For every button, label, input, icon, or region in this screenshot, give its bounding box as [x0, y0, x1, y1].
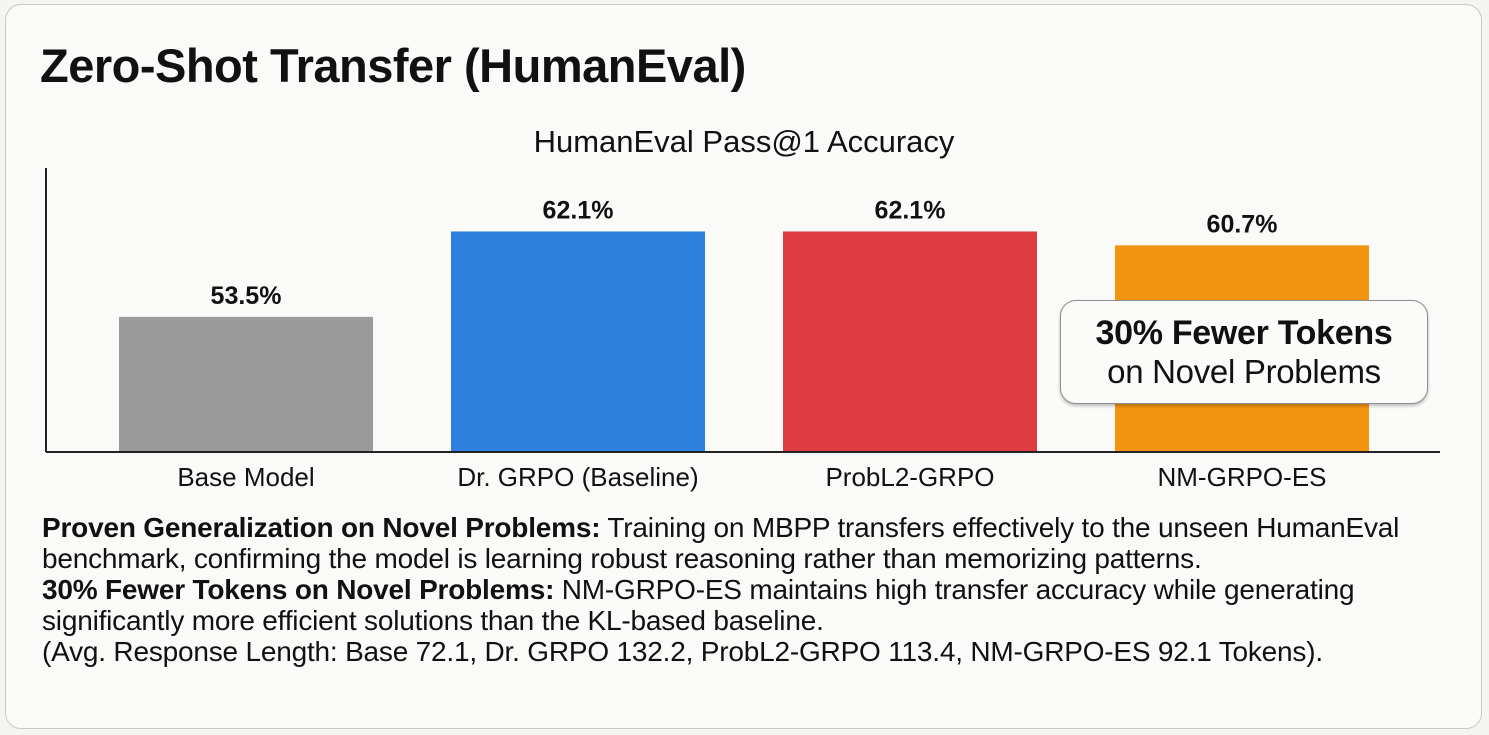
chart-title: HumanEval Pass@1 Accuracy: [534, 124, 955, 159]
bar-2: [451, 231, 705, 451]
bar-chart: HumanEval Pass@1 Accuracy 53.5% Base Mode…: [45, 124, 1440, 492]
token-savings-callout: 30% Fewer Tokens on Novel Problems: [1060, 300, 1428, 404]
note-generalization-heading: Proven Generalization on Novel Problems:: [42, 512, 601, 543]
note-token-efficiency-body: NM-GRPO-ES maintains high transfer accur…: [42, 574, 1355, 636]
x-tick-label-2: Dr. GRPO (Baseline): [457, 462, 698, 492]
note-token-efficiency-heading: 30% Fewer Tokens on Novel Problems:: [42, 574, 555, 605]
bar-3: [783, 231, 1037, 451]
data-label-3: 62.1%: [875, 196, 946, 224]
callout-headline: 30% Fewer Tokens: [1095, 314, 1393, 352]
callout-subline: on Novel Problems: [1107, 353, 1381, 390]
findings-notes: Proven Generalization on Novel Problems:…: [42, 512, 1462, 667]
data-label-2: 62.1%: [543, 196, 614, 224]
x-tick-label-4: NM-GRPO-ES: [1158, 462, 1327, 492]
note-token-efficiency: 30% Fewer Tokens on Novel Problems: NM-G…: [42, 574, 1462, 636]
note-response-length: (Avg. Response Length: Base 72.1, Dr. GR…: [42, 636, 1323, 667]
x-tick-label-3: ProbL2-GRPO: [825, 462, 994, 492]
data-label-1: 53.5%: [211, 282, 282, 310]
data-label-4: 60.7%: [1207, 210, 1278, 238]
note-generalization: Proven Generalization on Novel Problems:…: [42, 512, 1462, 574]
page-title: Zero-Shot Transfer (HumanEval): [40, 39, 746, 92]
x-tick-label-1: Base Model: [177, 462, 314, 492]
note-generalization-body: Training on MBPP transfers effectively t…: [42, 512, 1400, 574]
bar-1: [119, 316, 373, 451]
